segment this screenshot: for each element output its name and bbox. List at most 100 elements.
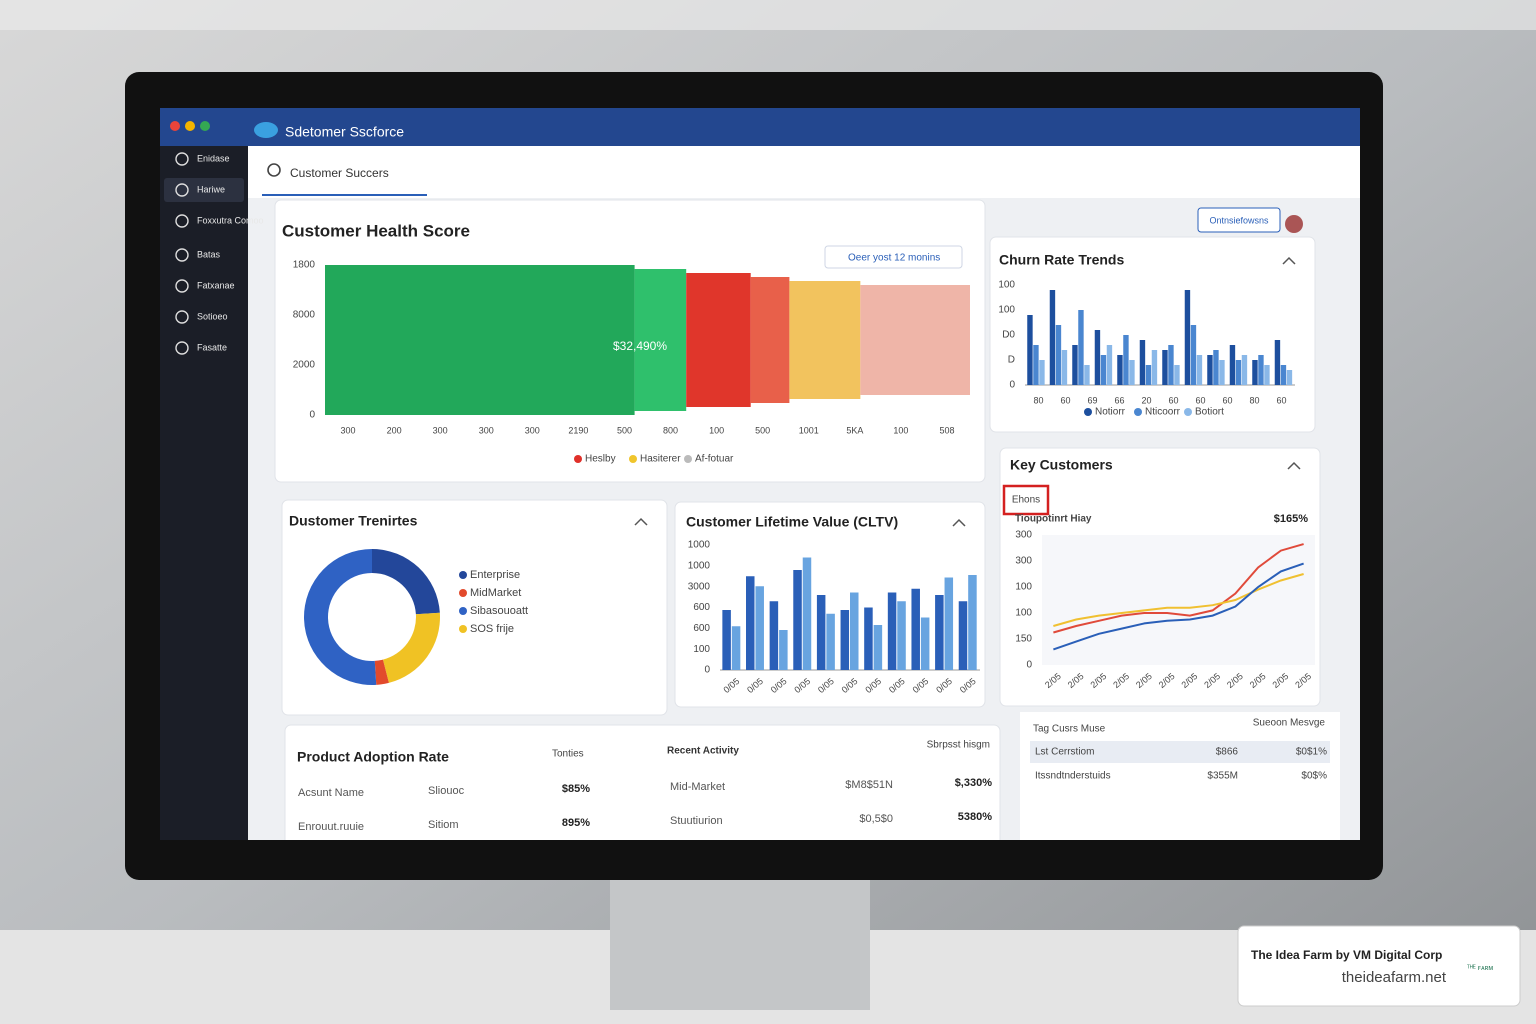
bar — [920, 617, 930, 670]
legend-swatch — [684, 455, 692, 463]
bar — [911, 588, 920, 670]
collapse-chevron[interactable] — [1287, 461, 1301, 470]
bar — [731, 626, 741, 670]
bar — [1078, 310, 1084, 385]
donut-slice — [382, 612, 440, 683]
table-cell: $,330% — [955, 777, 993, 789]
donut-slice — [372, 549, 440, 615]
y-tick-label: 100 — [998, 280, 1015, 291]
table-cell: Itssndtnderstuids — [1035, 771, 1111, 782]
search-text[interactable]: Customer Succers — [290, 166, 389, 180]
card-title: Key Customers — [1010, 457, 1113, 473]
header-button[interactable] — [1197, 207, 1281, 233]
filter-chip[interactable] — [824, 245, 963, 269]
bar — [1274, 340, 1281, 385]
legend-label: MidMarket — [470, 587, 521, 599]
x-tick-label: 66 — [1114, 395, 1124, 405]
watermark-box — [1237, 925, 1521, 1007]
health-segment — [686, 273, 751, 407]
x-tick-label: 20 — [1141, 395, 1151, 405]
collapse-chevron[interactable] — [634, 517, 648, 526]
avatar[interactable] — [1285, 215, 1303, 233]
column-header: Tonties — [552, 749, 584, 760]
bar — [1072, 345, 1078, 385]
row-highlight — [1030, 741, 1330, 763]
row-value: $165% — [1274, 513, 1308, 525]
monitor-stand — [610, 870, 870, 1010]
bar — [1219, 360, 1225, 385]
window-dot — [185, 121, 195, 131]
card — [284, 724, 1001, 840]
y-tick-label: 1000 — [688, 560, 711, 571]
sidebar-icon — [175, 214, 189, 228]
collapse-chevron[interactable] — [1282, 256, 1296, 265]
watermark-url: theideafarm.net — [1342, 969, 1447, 986]
window-dot — [170, 121, 180, 131]
x-tick-label: 69 — [1087, 395, 1097, 405]
legend-swatch — [459, 607, 467, 615]
collapse-chevron[interactable] — [952, 518, 966, 527]
bar — [1196, 355, 1203, 385]
sidebar-icon — [175, 248, 189, 262]
sidebar-item[interactable]: Hariwe — [197, 184, 225, 194]
legend-label: Af-fotuar — [695, 454, 734, 465]
bar — [1100, 355, 1107, 385]
donut-slice — [374, 659, 389, 685]
sidebar-item[interactable]: Sotioeo — [197, 311, 228, 321]
badge-label[interactable]: Ehons — [1012, 495, 1040, 506]
x-tick-label: 100 — [893, 425, 908, 435]
bar — [1184, 290, 1191, 385]
x-tick-label: 500 — [617, 425, 632, 435]
watermark-title: The Idea Farm by VM Digital Corp — [1251, 948, 1442, 962]
health-segment — [750, 277, 790, 403]
screen: Sdetomer Sscforce Customer Succers Ontns… — [160, 108, 1360, 840]
sidebar-icon — [175, 183, 189, 197]
health-segment — [860, 285, 970, 395]
bar — [1286, 370, 1293, 385]
sidebar-icon — [175, 279, 189, 293]
sidebar — [160, 146, 248, 840]
sidebar-item[interactable]: Batas — [197, 249, 221, 259]
bar — [1084, 365, 1090, 385]
filter-label[interactable]: Oeer yost 12 monins — [848, 253, 940, 264]
sidebar-item[interactable]: Fatxanae — [197, 280, 235, 290]
y-tick-label: 100 — [1015, 582, 1032, 593]
bar — [1139, 340, 1146, 385]
plot-bg — [1042, 535, 1315, 665]
center-label: $32,490% — [613, 339, 667, 353]
y-tick-label: D — [1008, 355, 1015, 366]
sidebar-icon — [175, 341, 189, 355]
logo — [254, 122, 278, 138]
donut-slice — [304, 549, 377, 685]
y-tick-label: 0 — [309, 410, 315, 421]
x-tick-label: 1001 — [799, 425, 819, 435]
table-cell: $0$% — [1301, 771, 1327, 782]
health-segment — [325, 265, 635, 415]
card-title: Product Adoption Rate — [297, 749, 449, 765]
y-tick-label: 100 — [693, 644, 710, 655]
badge[interactable] — [1002, 484, 1050, 516]
header-button-label[interactable]: Ontnsiefowsns — [1209, 215, 1269, 225]
legend-swatch — [574, 455, 582, 463]
sidebar-icon — [175, 152, 189, 166]
bar — [864, 607, 873, 670]
sidebar-item[interactable]: Enidase — [197, 153, 230, 163]
x-tick-label: 5KA — [846, 425, 863, 435]
table-cell: Stuutiurion — [670, 815, 723, 827]
table-header: Tag Cusrs Muse — [1033, 724, 1106, 735]
bar — [1055, 325, 1062, 385]
sidebar-item[interactable]: Fasatte — [197, 342, 227, 352]
bar — [1264, 365, 1270, 385]
sidebar-item[interactable]: Foxxutra Comoo — [197, 215, 264, 225]
y-tick-label: D0 — [1002, 330, 1015, 341]
bar — [958, 601, 968, 670]
y-tick-label: 600 — [693, 602, 710, 613]
x-tick-label: 60 — [1276, 395, 1286, 405]
legend-label: Heslby — [585, 454, 616, 465]
bar — [1027, 315, 1033, 385]
legend-label: Nticoorr — [1145, 407, 1181, 418]
bar — [1106, 345, 1113, 385]
column-header: Recent Activity — [667, 746, 739, 757]
bar — [1033, 345, 1039, 385]
